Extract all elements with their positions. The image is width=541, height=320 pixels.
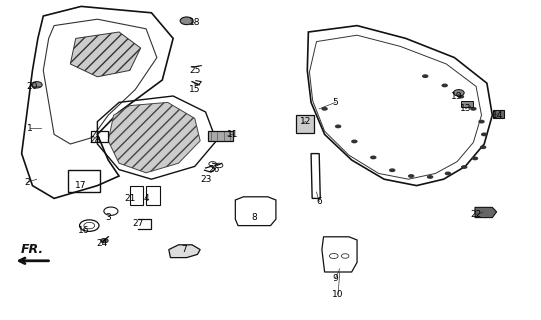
Circle shape (427, 175, 433, 179)
Circle shape (408, 174, 414, 178)
Polygon shape (108, 102, 200, 173)
Polygon shape (493, 110, 504, 118)
Polygon shape (169, 245, 200, 258)
Text: 18: 18 (189, 18, 201, 27)
Text: 17: 17 (75, 181, 87, 190)
Text: 24: 24 (96, 239, 107, 248)
Text: FR.: FR. (21, 243, 44, 256)
Polygon shape (475, 207, 497, 218)
Text: 19: 19 (451, 92, 463, 100)
Circle shape (441, 84, 448, 87)
Text: 28: 28 (89, 136, 101, 145)
Text: 3: 3 (105, 213, 111, 222)
Circle shape (321, 107, 328, 111)
Circle shape (470, 107, 477, 111)
Text: 20: 20 (27, 82, 38, 91)
Text: 25: 25 (189, 66, 201, 75)
Circle shape (389, 168, 395, 172)
Circle shape (370, 156, 377, 159)
Bar (461, 101, 473, 107)
Text: 11: 11 (227, 130, 239, 139)
Circle shape (101, 238, 108, 243)
Text: 12: 12 (300, 117, 312, 126)
Circle shape (480, 145, 486, 149)
Text: 4: 4 (143, 194, 149, 203)
Text: 27: 27 (132, 220, 144, 228)
Text: 16: 16 (78, 226, 90, 235)
Circle shape (453, 90, 464, 96)
Text: 2: 2 (24, 178, 30, 187)
Circle shape (335, 124, 341, 128)
Text: 6: 6 (316, 197, 322, 206)
Circle shape (478, 120, 485, 124)
Circle shape (422, 74, 428, 78)
Circle shape (461, 165, 467, 169)
Text: 13: 13 (459, 104, 471, 113)
Circle shape (445, 172, 451, 175)
Circle shape (180, 17, 193, 25)
Circle shape (472, 156, 478, 160)
Text: 5: 5 (333, 98, 338, 107)
Text: 7: 7 (181, 245, 187, 254)
Polygon shape (296, 115, 314, 133)
Text: 8: 8 (252, 213, 257, 222)
Circle shape (481, 132, 487, 136)
Text: 23: 23 (200, 175, 212, 184)
Polygon shape (70, 32, 141, 77)
Circle shape (351, 140, 358, 143)
Text: 14: 14 (492, 111, 504, 120)
Text: 1: 1 (27, 124, 32, 132)
Text: 26: 26 (208, 165, 220, 174)
Text: 15: 15 (189, 85, 201, 94)
Text: 21: 21 (124, 194, 136, 203)
Circle shape (458, 95, 464, 99)
Text: 10: 10 (332, 290, 344, 299)
Polygon shape (208, 131, 233, 141)
Circle shape (31, 82, 42, 88)
Text: 22: 22 (471, 210, 481, 219)
Text: 9: 9 (333, 274, 338, 283)
